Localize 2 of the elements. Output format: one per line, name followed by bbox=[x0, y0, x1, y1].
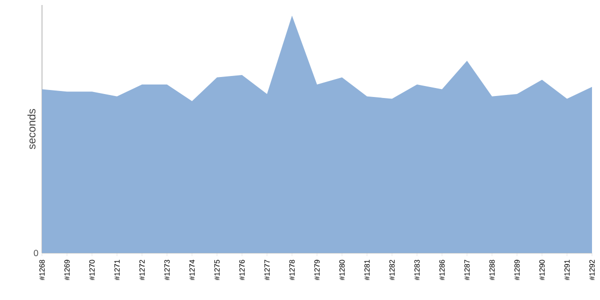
y-axis-title: seconds bbox=[27, 109, 36, 150]
text: 0 bbox=[34, 250, 38, 256]
